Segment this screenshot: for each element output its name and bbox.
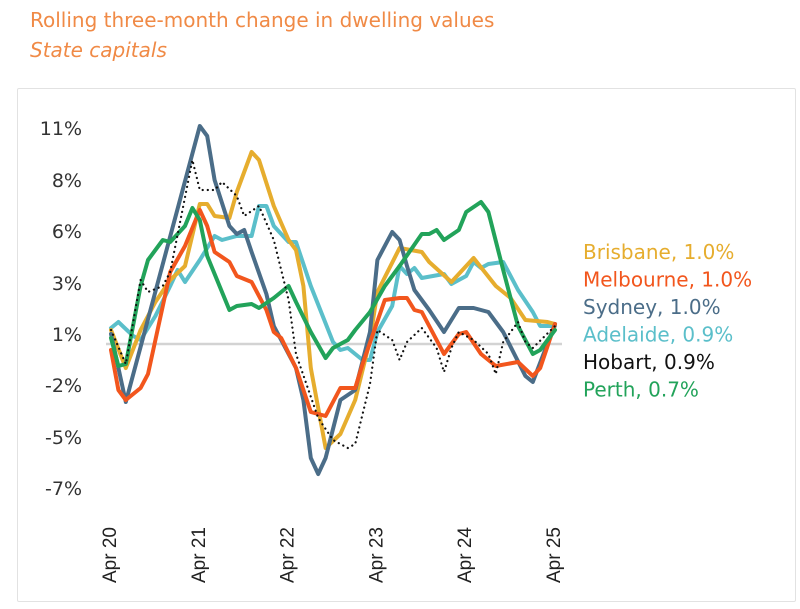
legend-item-perth: Perth, 0.7% — [583, 378, 699, 402]
x-tick-label: Apr 23 — [366, 527, 387, 583]
legend-item-melbourne: Melbourne, 1.0% — [583, 268, 752, 292]
x-tick-label: Apr 24 — [455, 527, 476, 583]
x-tick-label: Apr 25 — [544, 527, 565, 583]
x-tick-label: Apr 21 — [189, 527, 210, 583]
y-tick-label: 11% — [40, 118, 82, 140]
legend-item-sydney: Sydney, 1.0% — [583, 295, 721, 319]
y-tick-label: -2% — [45, 375, 82, 397]
y-tick-label: -7% — [45, 478, 82, 500]
y-axis: 11% 8% 6% 3% 1% -2% -5% -7% — [40, 118, 82, 500]
series-line-adelaide — [109, 204, 557, 362]
legend-item-brisbane: Brisbane, 1.0% — [583, 240, 734, 264]
y-tick-label: 3% — [52, 273, 82, 295]
chart-title: Rolling three-month change in dwelling v… — [30, 8, 495, 32]
chart-frame — [17, 88, 796, 602]
series-line-hobart — [109, 158, 557, 450]
legend-item-adelaide: Adelaide, 0.9% — [583, 323, 733, 347]
legend: Brisbane, 1.0% Melbourne, 1.0% Sydney, 1.0… — [583, 240, 752, 402]
series-line-sydney — [109, 124, 557, 476]
y-tick-label: 6% — [52, 221, 82, 243]
series-line-perth — [109, 200, 557, 368]
x-axis: Apr 20 Apr 21 Apr 22 Apr 23 Apr 24 Apr 25 — [100, 527, 565, 583]
x-tick-label: Apr 22 — [278, 527, 299, 583]
x-tick-label: Apr 20 — [100, 527, 121, 583]
chart-subtitle: State capitals — [30, 38, 167, 62]
series-line-brisbane — [109, 150, 557, 450]
series-lines — [109, 124, 557, 476]
y-tick-label: -5% — [45, 427, 82, 449]
y-tick-label: 8% — [52, 170, 82, 192]
legend-item-hobart: Hobart, 0.9% — [583, 350, 715, 374]
y-tick-label: 1% — [52, 324, 82, 346]
